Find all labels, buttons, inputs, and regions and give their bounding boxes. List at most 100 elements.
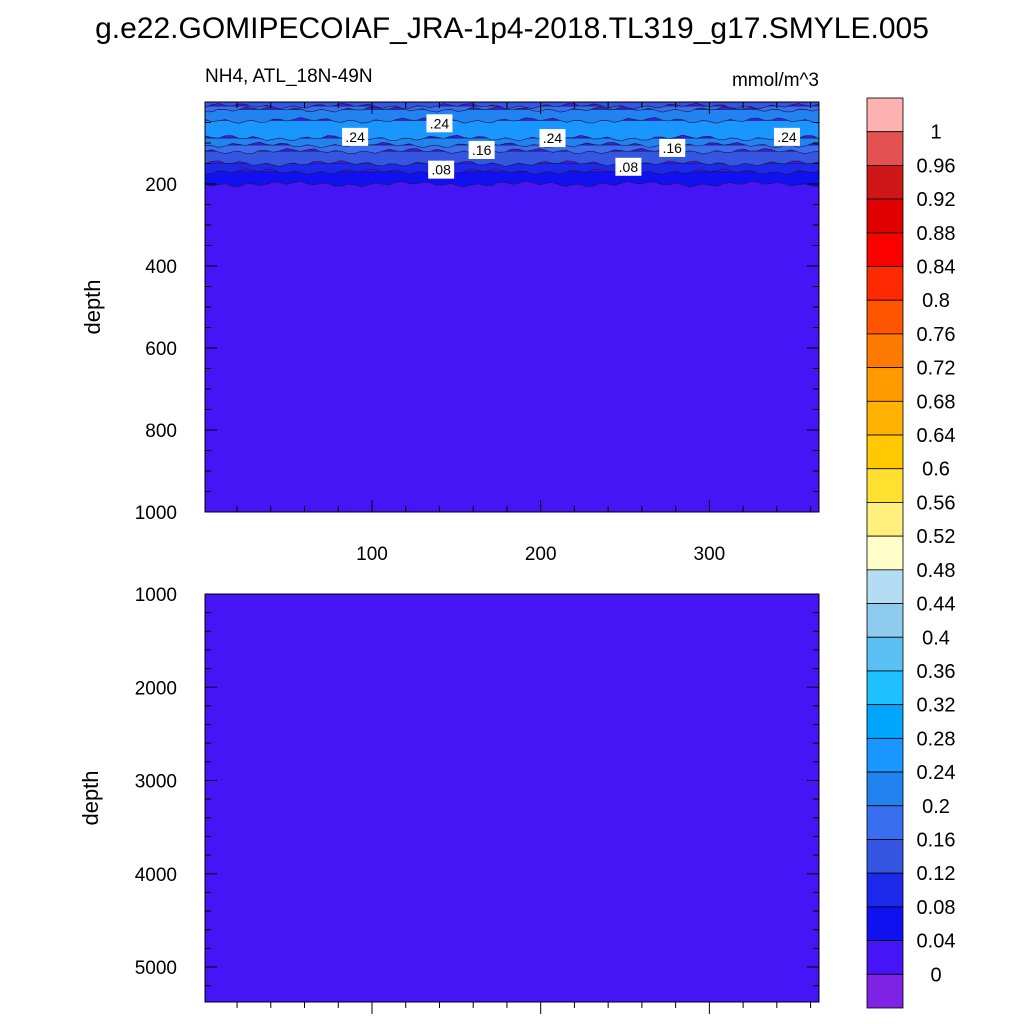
contour-band	[204, 120, 820, 142]
y-tick-label: 4000	[135, 865, 177, 886]
colorbar-label: 0.72	[917, 358, 956, 380]
background-fill	[205, 594, 819, 1002]
colorbar-label: 0.92	[917, 189, 956, 211]
contour-label-bg	[426, 114, 453, 133]
y-tick-label: 400	[145, 257, 177, 278]
colorbar-swatch	[866, 232, 904, 267]
colorbar-label: 0.84	[917, 257, 956, 279]
contour-label-text: .24	[777, 129, 797, 145]
colorbar-swatch	[866, 468, 904, 503]
x-tick-label: 200	[525, 544, 557, 565]
colorbar-swatch	[866, 198, 904, 234]
y-tick-label: 2000	[135, 678, 177, 699]
colorbar-swatch	[866, 266, 904, 301]
colorbar-swatch	[866, 299, 904, 335]
colorbar-label: 0.4	[922, 627, 950, 649]
upper-subtitle-left: NH4, ATL_18N-49N	[205, 66, 373, 87]
contour-label: .24	[426, 114, 453, 133]
lower-axis-ticks: 1000 2000 3000 4000 5000	[135, 585, 819, 1014]
colorbar-label: 0.36	[917, 661, 956, 683]
x-tick-label: 300	[694, 544, 726, 565]
colorbar-swatch	[866, 940, 904, 975]
colorbar-label: 0.12	[917, 863, 956, 885]
colorbar-label: 0.52	[917, 526, 956, 548]
colorbar-label: 0.32	[917, 695, 956, 717]
colorbar-label: 0.6	[922, 459, 950, 481]
y-tick-label: 5000	[135, 958, 177, 979]
x-tick-label: 100	[356, 544, 388, 565]
colorbar-label: 0.68	[917, 391, 956, 413]
y-tick-label: 600	[145, 339, 177, 360]
contour-label-bg	[468, 140, 495, 159]
colorbar-swatch	[866, 131, 904, 166]
contour-label-text: .24	[345, 129, 365, 145]
colorbar-swatch	[866, 333, 904, 369]
colorbar-swatch	[866, 805, 904, 840]
figure-title: g.e22.GOMIPECOIAF_JRA-1p4-2018.TL319_g17…	[95, 12, 929, 45]
lower-panel: 1000 2000 3000 4000 5000 depth	[78, 585, 820, 1014]
colorbar-label: 0.2	[922, 796, 950, 818]
contour-label-text: .24	[543, 130, 563, 146]
colorbar-swatch	[866, 97, 904, 133]
contour-label-bg	[428, 160, 455, 179]
colorbar-label: 0.48	[917, 560, 956, 582]
colorbar-label: 0.44	[917, 594, 956, 616]
colorbar-swatch	[866, 704, 904, 739]
contour-label-bg	[539, 129, 566, 148]
colorbar-label: 0.76	[917, 324, 956, 346]
contour-label: .16	[659, 138, 686, 157]
upper-y-axis-label: depth	[80, 279, 105, 334]
colorbar-swatch	[866, 636, 904, 672]
contour-label-text: .16	[472, 142, 492, 158]
contour-label-text: .08	[619, 159, 639, 175]
colorbar-swatch	[866, 670, 904, 706]
colorbar-swatch	[866, 737, 904, 773]
colorbar-swatch	[866, 771, 904, 807]
colorbar-label: 0.28	[917, 728, 956, 750]
colorbar-label: 0.24	[917, 762, 956, 784]
colorbar-swatch	[866, 872, 904, 908]
y-tick-label: 3000	[135, 772, 177, 793]
colorbar: 1 0.96 0.92 0.88 0.84 0.8 0.76 0.72 0.68 0.64 0.6 0…	[866, 97, 956, 1009]
upper-plot-area: .24 .24 .16 .24 .08 .08 .16 .24	[204, 101, 820, 512]
y-tick-label: 200	[145, 175, 177, 196]
contour-label: .08	[428, 160, 455, 179]
colorbar-label: 0.04	[917, 931, 956, 953]
contour-label-text: .24	[430, 115, 450, 131]
y-tick-label: 800	[145, 421, 177, 442]
colorbar-swatch	[866, 165, 904, 200]
colorbar-swatch	[866, 603, 904, 638]
lower-y-axis-label: depth	[78, 770, 103, 825]
colorbar-swatch	[866, 906, 904, 941]
colorbar-swatch	[866, 973, 904, 1009]
contour-label: .24	[342, 127, 369, 146]
contour-label: .08	[615, 157, 642, 176]
lower-plot-area	[205, 594, 819, 1002]
contour-label: .16	[468, 140, 495, 159]
colorbar-swatch	[866, 535, 904, 571]
colorbar-swatch	[866, 367, 904, 402]
lower-plot-frame	[204, 593, 820, 1003]
colorbar-label: 0.08	[917, 897, 956, 919]
colorbar-swatch	[866, 400, 904, 436]
colorbar-label: 0.64	[917, 425, 956, 447]
contour-label: .24	[539, 129, 566, 148]
contour-label-bg	[342, 127, 369, 146]
upper-panel: NH4, ATL_18N-49N mmol/m^3 .24 .24 .16 .24 .0…	[80, 66, 820, 565]
contour-label-bg	[773, 127, 800, 146]
contour-label-bg	[615, 157, 642, 176]
y-tick-label: 1000	[135, 503, 177, 524]
colorbar-label: 1	[930, 122, 941, 144]
colorbar-label: 0.88	[917, 223, 956, 245]
colorbar-swatch	[866, 502, 904, 537]
colorbar-swatch	[866, 839, 904, 874]
contour-label-text: .16	[663, 140, 683, 156]
colorbar-swatch	[866, 569, 904, 604]
colorbar-swatch	[866, 434, 904, 470]
colorbar-label: 0.8	[922, 290, 950, 312]
contour-label-bg	[659, 138, 686, 157]
upper-axis-ticks: 200 400 600 800 1000 100 200 300	[135, 102, 819, 565]
upper-subtitle-right: mmol/m^3	[732, 70, 819, 91]
contour-label: .24	[773, 127, 800, 146]
